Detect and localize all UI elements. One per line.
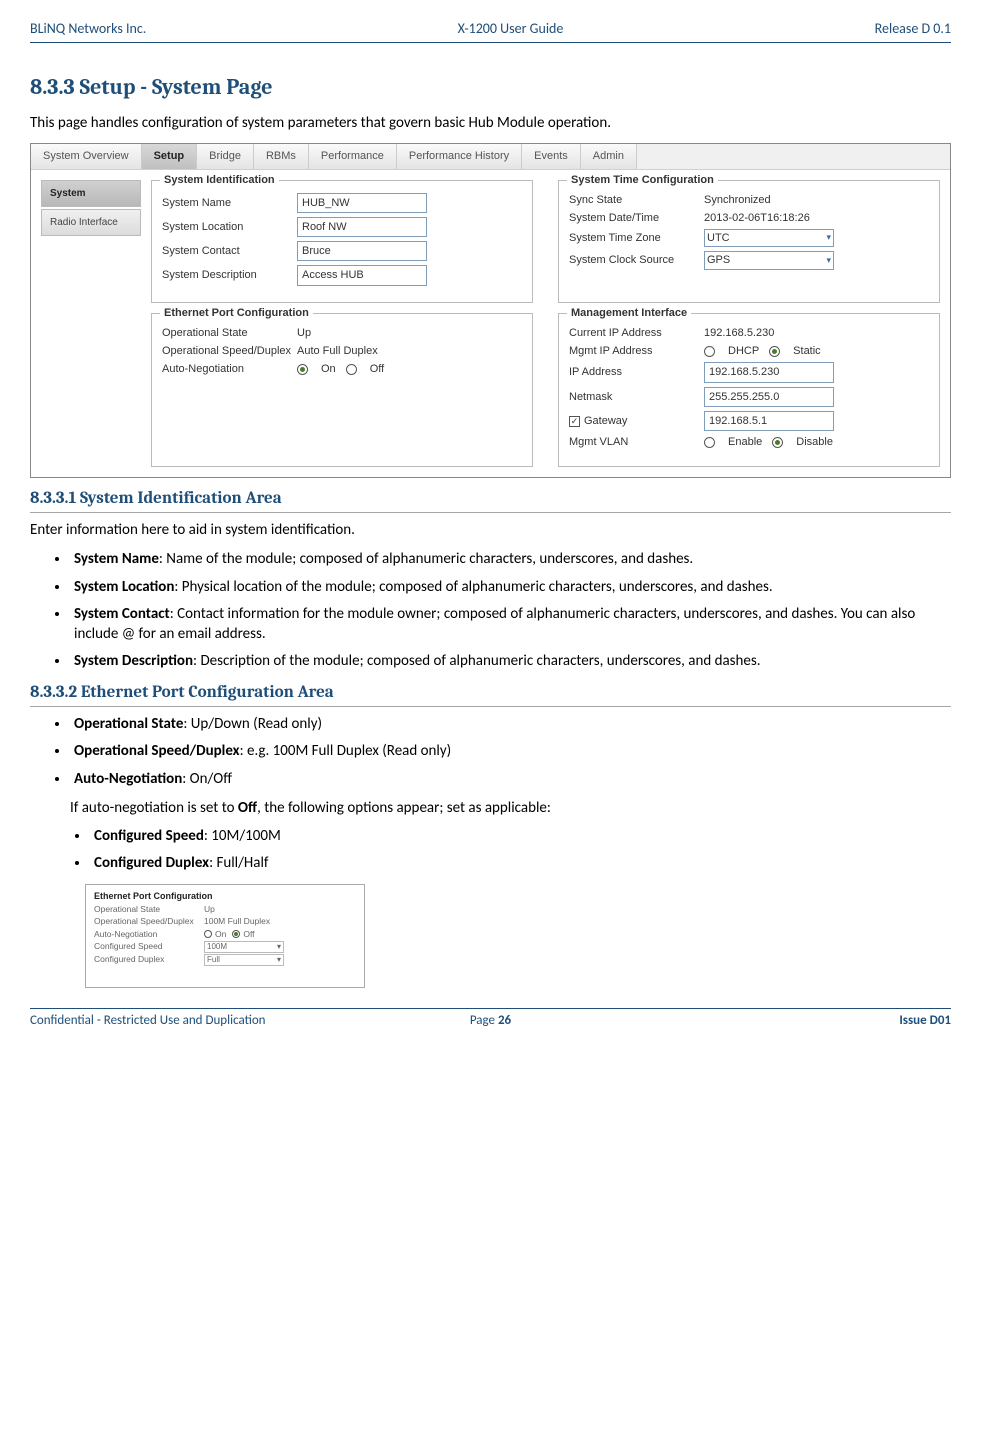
small-off-radio[interactable] [232, 930, 240, 938]
sync-state: Synchronized [704, 193, 929, 207]
list-item: System Name: Name of the module; compose… [70, 550, 951, 570]
conf-speed-select[interactable]: 100M▾ [204, 941, 284, 953]
s1-list: System Name: Name of the module; compose… [30, 550, 951, 672]
sysid-panel: System Identification System NameHUB_NW … [151, 180, 533, 303]
auto-neg-off-radio[interactable] [346, 364, 357, 375]
list-item: System Contact: Contact information for … [70, 605, 951, 644]
system-contact-input[interactable]: Bruce [297, 241, 427, 261]
small-on-radio[interactable] [204, 930, 212, 938]
systime-panel: System Time Configuration Sync StateSync… [558, 180, 940, 303]
chevron-down-icon: ▾ [277, 955, 281, 965]
tz-select[interactable]: UTC▾ [704, 229, 834, 247]
systime-legend: System Time Configuration [567, 173, 718, 187]
tab-admin[interactable]: Admin [581, 144, 637, 168]
current-ip: 192.168.5.230 [704, 326, 929, 340]
sys-datetime: 2013-02-06T16:18:26 [704, 211, 929, 225]
hdr-left: BLiNQ Networks Inc. [30, 20, 146, 38]
ftr-right: Issue D01 [899, 1013, 951, 1030]
tab-setup[interactable]: Setup [142, 144, 198, 168]
tab-events[interactable]: Events [522, 144, 581, 168]
mgmt-panel: Management Interface Current IP Address1… [558, 313, 940, 467]
eth-speed: Auto Full Duplex [297, 344, 522, 358]
list-item: System Description: Description of the m… [70, 652, 951, 672]
mgmt-legend: Management Interface [567, 306, 691, 320]
chevron-down-icon: ▾ [826, 232, 831, 244]
ip-input[interactable]: 192.168.5.230 [704, 362, 834, 382]
page-footer: Confidential - Restricted Use and Duplic… [30, 1008, 951, 1030]
ftr-left: Confidential - Restricted Use and Duplic… [30, 1013, 266, 1030]
system-location-input[interactable]: Roof NW [297, 217, 427, 237]
s2-list: Operational State: Up/Down (Read only) O… [30, 715, 951, 790]
eth-panel: Ethernet Port Configuration Operational … [151, 313, 533, 467]
s2-note: If auto-negotiation is set to Off, the f… [70, 799, 951, 819]
system-name-input[interactable]: HUB_NW [297, 193, 427, 213]
s2-sublist: Configured Speed: 10M/100M Configured Du… [30, 827, 951, 874]
gateway-input[interactable]: 192.168.5.1 [704, 411, 834, 431]
hdr-right: Release D 0.1 [875, 20, 951, 38]
list-item: System Location: Physical location of th… [70, 578, 951, 598]
list-item: Operational Speed/Duplex: e.g. 100M Full… [70, 742, 951, 762]
intro-para: This page handles configuration of syste… [30, 114, 951, 134]
clock-source-select[interactable]: GPS▾ [704, 251, 834, 269]
ftr-center: Page 26 [470, 1013, 511, 1030]
section-heading: 8.3.3 Setup - System Page [30, 73, 951, 102]
netmask-input[interactable]: 255.255.255.0 [704, 387, 834, 407]
eth-op-state: Up [297, 326, 522, 340]
list-item: Configured Duplex: Full/Half [90, 854, 951, 874]
static-radio[interactable] [769, 346, 780, 357]
vlan-enable-radio[interactable] [704, 437, 715, 448]
sub-heading-eth: 8.3.3.2 Ethernet Port Configuration Area [30, 682, 951, 707]
s1-intro: Enter information here to aid in system … [30, 521, 951, 541]
tab-overview[interactable]: System Overview [31, 144, 142, 168]
dhcp-radio[interactable] [704, 346, 715, 357]
auto-neg-on-radio[interactable] [297, 364, 308, 375]
sidebar-item-system[interactable]: System [41, 180, 141, 207]
hdr-center: X-1200 User Guide [458, 20, 564, 38]
sidebar: System Radio Interface [41, 180, 141, 467]
tab-perf-history[interactable]: Performance History [397, 144, 522, 168]
sysid-legend: System Identification [160, 173, 279, 187]
setup-screenshot: System Overview Setup Bridge RBMs Perfor… [30, 143, 951, 477]
tab-rbms[interactable]: RBMs [254, 144, 309, 168]
sub-heading-sysid: 8.3.3.1 System Identification Area [30, 488, 951, 513]
eth-config-screenshot: Ethernet Port Configuration Operational … [85, 884, 365, 989]
tab-bar: System Overview Setup Bridge RBMs Perfor… [31, 144, 950, 169]
tab-performance[interactable]: Performance [309, 144, 397, 168]
vlan-disable-radio[interactable] [772, 437, 783, 448]
system-desc-input[interactable]: Access HUB [297, 265, 427, 285]
list-item: Operational State: Up/Down (Read only) [70, 715, 951, 735]
list-item: Configured Speed: 10M/100M [90, 827, 951, 847]
page-header: BLiNQ Networks Inc. X-1200 User Guide Re… [30, 20, 951, 43]
gateway-checkbox[interactable]: ✓ [569, 416, 580, 427]
list-item: Auto-Negotiation: On/Off [70, 770, 951, 790]
sidebar-item-radio[interactable]: Radio Interface [41, 209, 141, 236]
chevron-down-icon: ▾ [277, 942, 281, 952]
chevron-down-icon: ▾ [826, 255, 831, 267]
eth-legend: Ethernet Port Configuration [160, 306, 313, 320]
tab-bridge[interactable]: Bridge [197, 144, 254, 168]
conf-duplex-select[interactable]: Full▾ [204, 954, 284, 966]
